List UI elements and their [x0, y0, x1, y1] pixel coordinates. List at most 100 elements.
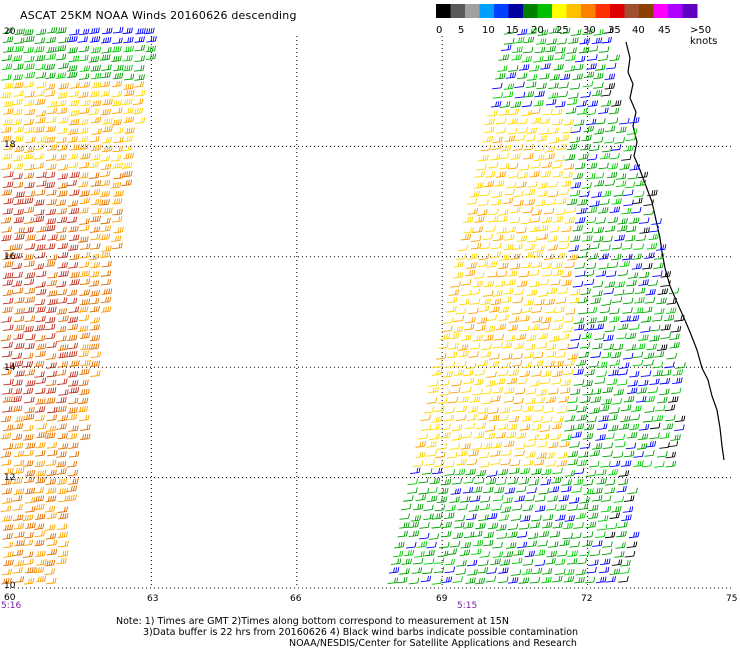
- wind-barb: [56, 127, 68, 135]
- wind-barb: [1, 135, 12, 142]
- wind-barb: [68, 306, 80, 313]
- wind-barb: [533, 99, 544, 107]
- wind-barb: [448, 289, 460, 296]
- wind-barb: [605, 270, 617, 278]
- wind-barb: [11, 405, 23, 412]
- wind-barb: [438, 487, 449, 495]
- wind-barb: [441, 521, 453, 529]
- wind-barb: [426, 541, 437, 549]
- wind-barb: [629, 217, 640, 224]
- wind-barb: [499, 162, 510, 170]
- wind-barb: [124, 89, 135, 97]
- wind-barb: [464, 422, 476, 430]
- wind-barb: [444, 407, 455, 414]
- wind-barb: [112, 145, 123, 153]
- wind-barb: [574, 262, 586, 270]
- wind-barb: [626, 541, 638, 548]
- wind-barb: [549, 531, 561, 538]
- wind-barb: [35, 441, 46, 449]
- wind-barb: [426, 495, 438, 503]
- wind-barb: [558, 343, 570, 351]
- wind-barb: [556, 197, 567, 205]
- wind-barb: [473, 378, 484, 386]
- wind-barb: [670, 387, 682, 395]
- wind-barb: [68, 207, 80, 215]
- wind-barb: [99, 251, 111, 259]
- wind-barb: [478, 199, 489, 207]
- wind-barb: [1, 350, 13, 358]
- wind-barb: [500, 145, 512, 152]
- wind-barb: [528, 479, 539, 486]
- wind-barb: [55, 325, 67, 333]
- wind-barb: [79, 218, 90, 225]
- wind-barb: [574, 162, 586, 170]
- wind-barb: [55, 369, 67, 376]
- wind-barb: [526, 289, 538, 296]
- wind-barb: [599, 152, 611, 160]
- wind-barb: [548, 388, 559, 395]
- wind-barb: [33, 495, 45, 502]
- wind-barb: [36, 288, 47, 296]
- wind-barb: [508, 108, 520, 116]
- wind-barb: [667, 440, 679, 448]
- wind-barb: [623, 288, 635, 295]
- wind-barb: [67, 407, 78, 414]
- colorbar-segment: [581, 4, 596, 18]
- wind-barb: [35, 476, 46, 484]
- wind-barb: [564, 515, 575, 522]
- wind-barb: [12, 108, 23, 116]
- wind-barb: [491, 441, 503, 449]
- wind-barb: [541, 270, 553, 277]
- wind-barb: [582, 227, 594, 234]
- wind-barb: [25, 566, 36, 574]
- wind-barb: [616, 332, 627, 340]
- wind-barb: [614, 281, 625, 288]
- wind-barb: [571, 431, 582, 439]
- wind-barb: [627, 487, 638, 495]
- wind-barb: [561, 225, 572, 233]
- wind-barb: [604, 225, 616, 233]
- wind-barb: [544, 452, 556, 459]
- wind-barb: [463, 531, 475, 539]
- wind-barb: [617, 323, 629, 331]
- wind-barb: [653, 253, 665, 260]
- wind-barb: [516, 377, 528, 385]
- wind-barb: [77, 118, 89, 126]
- wind-barb: [34, 90, 45, 97]
- wind-barb: [36, 81, 47, 89]
- wind-barb: [502, 550, 514, 558]
- left-swath: [0, 26, 157, 585]
- wind-barb: [601, 351, 612, 359]
- wind-barb: [582, 388, 594, 396]
- wind-barb: [411, 567, 423, 574]
- wind-barb: [588, 504, 599, 512]
- lat-label-16: 16: [4, 252, 16, 262]
- wind-barb: [23, 172, 35, 179]
- wind-barb: [415, 494, 427, 502]
- wind-barb: [558, 396, 570, 403]
- wind-barb: [625, 225, 637, 233]
- wind-barb: [113, 190, 124, 197]
- wind-barb: [587, 100, 599, 107]
- wind-barb: [487, 271, 498, 278]
- wind-barb: [484, 325, 496, 333]
- wind-barb: [654, 404, 666, 412]
- wind-barb: [513, 342, 525, 350]
- wind-barb: [575, 270, 586, 278]
- wind-barb: [77, 325, 89, 332]
- wind-barb: [561, 126, 573, 134]
- wind-barb: [490, 100, 502, 108]
- wind-barb: [546, 504, 557, 511]
- wind-barb: [55, 45, 67, 52]
- wind-barb: [80, 152, 91, 160]
- wind-barb: [502, 353, 513, 360]
- wind-barb: [540, 63, 551, 70]
- wind-barb: [439, 389, 451, 396]
- wind-barb: [435, 451, 446, 459]
- wind-barb: [541, 576, 552, 584]
- wind-barb: [601, 299, 612, 306]
- wind-barb: [482, 539, 494, 547]
- wind-barb: [620, 460, 632, 467]
- wind-barb: [602, 450, 613, 458]
- wind-barb: [507, 523, 519, 531]
